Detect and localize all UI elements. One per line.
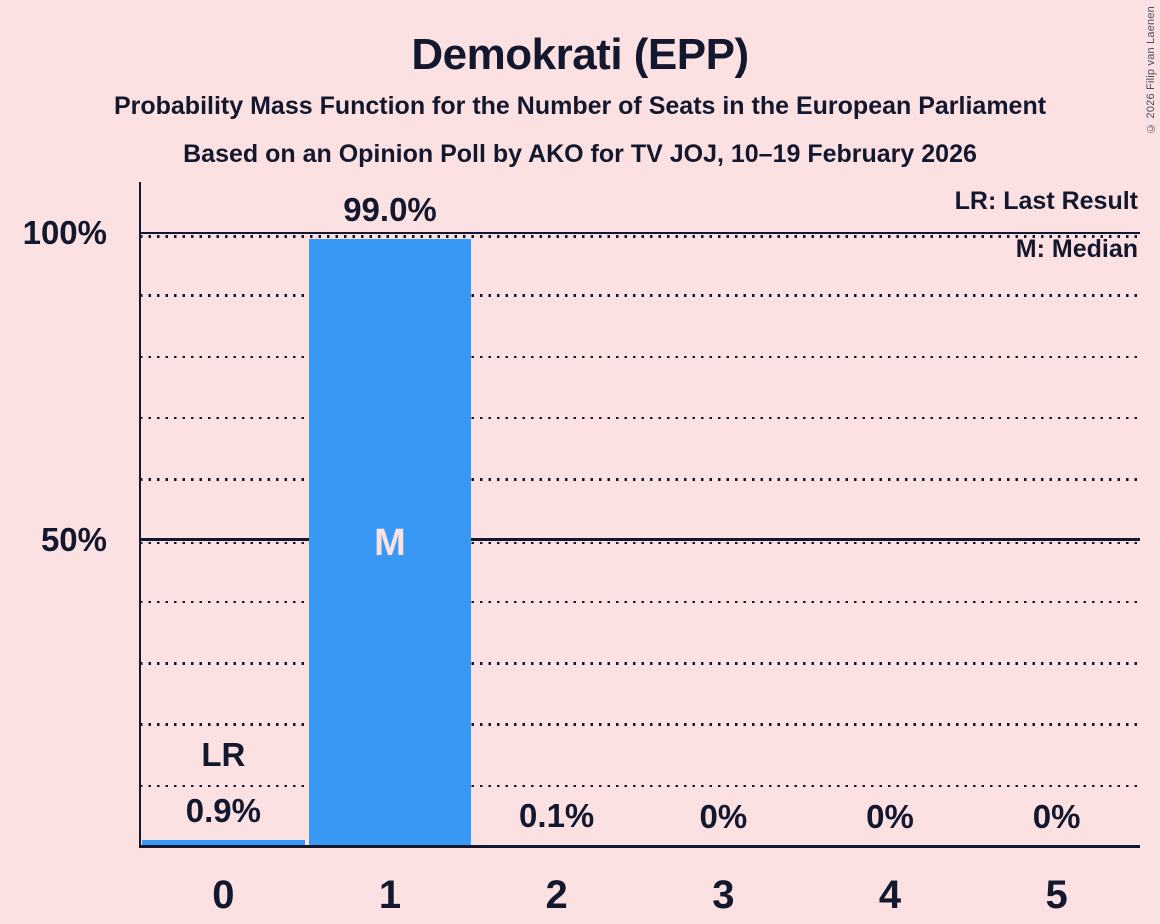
value-label-seat-0: 0.9% bbox=[185, 792, 261, 830]
x-tick-label-4: 4 bbox=[878, 873, 902, 917]
grid-line-20 bbox=[140, 723, 1140, 726]
legend-median: M: Median bbox=[1015, 235, 1138, 263]
grid-line-90 bbox=[140, 294, 1140, 297]
grid-line-dotted-100 bbox=[140, 235, 1140, 238]
chart-subtitle-line2: Based on an Opinion Poll by AKO for TV J… bbox=[183, 140, 977, 168]
x-tick-label-2: 2 bbox=[545, 873, 568, 917]
chart-subtitle-line1: Probability Mass Function for the Number… bbox=[113, 92, 1047, 120]
grid-line-70 bbox=[140, 416, 1140, 420]
y-tick-label-50: 50% bbox=[40, 520, 107, 558]
grid-line-40 bbox=[140, 600, 1140, 604]
grid-line-dotted-50 bbox=[140, 541, 1140, 544]
value-label-seat-4: 0% bbox=[866, 798, 914, 835]
value-label-seat-5: 0% bbox=[1032, 798, 1081, 835]
grid-line-10 bbox=[140, 784, 1140, 788]
x-tick-label-5: 5 bbox=[1045, 873, 1068, 917]
value-label-seat-2: 0.1% bbox=[519, 797, 595, 835]
x-axis-line bbox=[139, 845, 1140, 848]
x-tick-label-3: 3 bbox=[712, 873, 735, 917]
x-tick-label-0: 0 bbox=[212, 873, 235, 917]
bar-seat-0 bbox=[142, 840, 305, 846]
grid-line-80 bbox=[140, 355, 1140, 359]
grid-line-60 bbox=[140, 478, 1140, 481]
median-annotation: M bbox=[374, 521, 406, 564]
x-tick-label-1: 1 bbox=[378, 873, 402, 917]
grid-line-solid-50 bbox=[140, 538, 1140, 541]
chart-title: Demokrati (EPP) bbox=[411, 30, 749, 79]
legend-last-result: LR: Last Result bbox=[954, 187, 1138, 215]
grid-line-30 bbox=[140, 662, 1140, 665]
value-label-seat-1: 99.0% bbox=[343, 191, 437, 229]
y-tick-label-100: 100% bbox=[22, 214, 107, 251]
bar-seat-1 bbox=[308, 239, 472, 846]
value-label-seat-3: 0% bbox=[699, 798, 748, 835]
last-result-annotation: LR bbox=[201, 736, 246, 774]
y-axis-line bbox=[139, 182, 141, 848]
grid-line-solid-100 bbox=[140, 231, 1140, 234]
